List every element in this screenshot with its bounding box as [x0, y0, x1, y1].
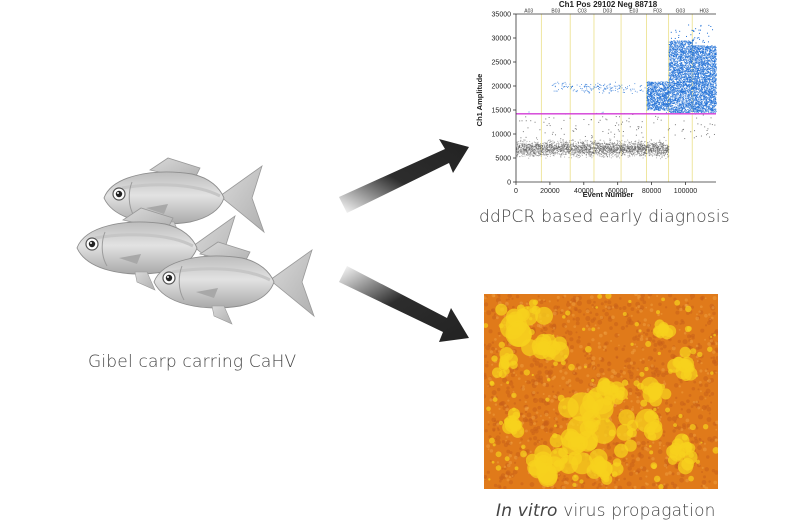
svg-text:F03: F03	[653, 9, 662, 15]
caption-italic-part: In vitro	[496, 501, 558, 521]
ddpcr-scatter-chart: Ch1 Pos 29102 Neg 88718 A03 B03 C03 D03 E03 F…	[472, 0, 724, 200]
propagation-caption: In vitro virus propagation	[496, 501, 716, 521]
plot-area	[516, 14, 717, 182]
svg-text:G03: G03	[676, 9, 686, 15]
fish-group-illustration	[70, 150, 320, 340]
arrow-to-propagation	[335, 262, 475, 362]
svg-text:H03: H03	[700, 9, 709, 15]
well-labels: A03 B03 C03 D03 E03 F03 G03 H03	[524, 9, 709, 15]
chart-title: Ch1 Pos 29102 Neg 88718	[559, 0, 658, 9]
virus-propagation-micrograph	[484, 294, 718, 489]
svg-text:E03: E03	[629, 9, 638, 15]
fish-group-icon	[75, 156, 316, 326]
caption-rest-part: virus propagation	[557, 501, 716, 521]
y-axis-label: Ch1 Amplitude	[475, 74, 484, 127]
source-caption: Gibel carp carring CaHV	[88, 352, 297, 372]
arrow-up-right-icon	[339, 139, 469, 213]
svg-text:B03: B03	[551, 9, 560, 15]
svg-text:A03: A03	[524, 9, 533, 15]
arrow-down-right-icon	[339, 266, 469, 342]
svg-text:D03: D03	[603, 9, 612, 15]
ddpcr-caption: ddPCR based early diagnosis	[479, 207, 730, 227]
x-axis-label: Event Number	[583, 190, 634, 199]
svg-text:C03: C03	[578, 9, 587, 15]
arrow-to-ddpcr	[335, 125, 475, 225]
